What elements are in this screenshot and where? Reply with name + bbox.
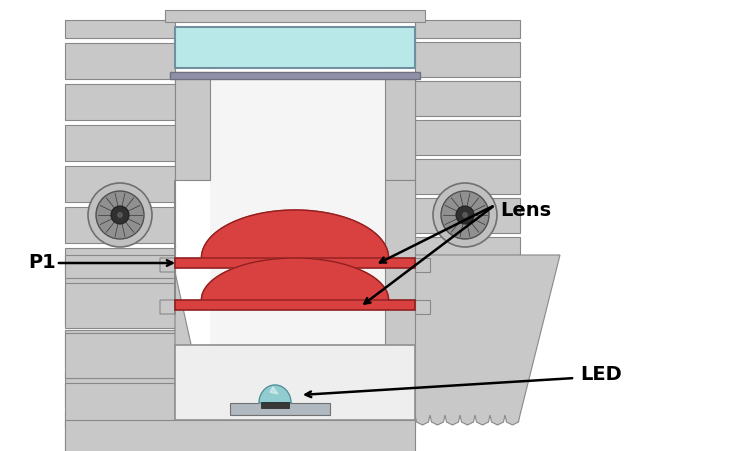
Bar: [261, 402, 289, 408]
Bar: [385, 72, 415, 180]
Polygon shape: [65, 255, 175, 451]
Polygon shape: [202, 210, 389, 258]
Bar: [175, 72, 210, 180]
Circle shape: [117, 212, 123, 218]
Bar: [230, 403, 330, 415]
Circle shape: [441, 191, 489, 239]
Circle shape: [111, 206, 129, 224]
Bar: [175, 258, 415, 268]
Polygon shape: [415, 255, 560, 430]
Polygon shape: [202, 258, 389, 300]
Bar: [210, 72, 385, 180]
Text: P1: P1: [28, 253, 56, 272]
Bar: [175, 300, 415, 310]
Polygon shape: [415, 20, 520, 255]
Text: Lens: Lens: [500, 201, 551, 220]
Bar: [210, 180, 385, 430]
Circle shape: [462, 212, 468, 218]
Bar: [175, 27, 415, 68]
Polygon shape: [160, 180, 210, 430]
Circle shape: [88, 183, 152, 247]
Polygon shape: [259, 385, 291, 403]
Bar: [65, 420, 415, 451]
Circle shape: [96, 191, 144, 239]
Circle shape: [433, 183, 497, 247]
Circle shape: [456, 206, 474, 224]
Bar: [175, 345, 415, 420]
Polygon shape: [270, 387, 278, 394]
Text: LED: LED: [580, 365, 622, 385]
Polygon shape: [65, 20, 175, 430]
Polygon shape: [385, 180, 430, 430]
Bar: [165, 10, 425, 22]
Bar: [170, 72, 420, 79]
